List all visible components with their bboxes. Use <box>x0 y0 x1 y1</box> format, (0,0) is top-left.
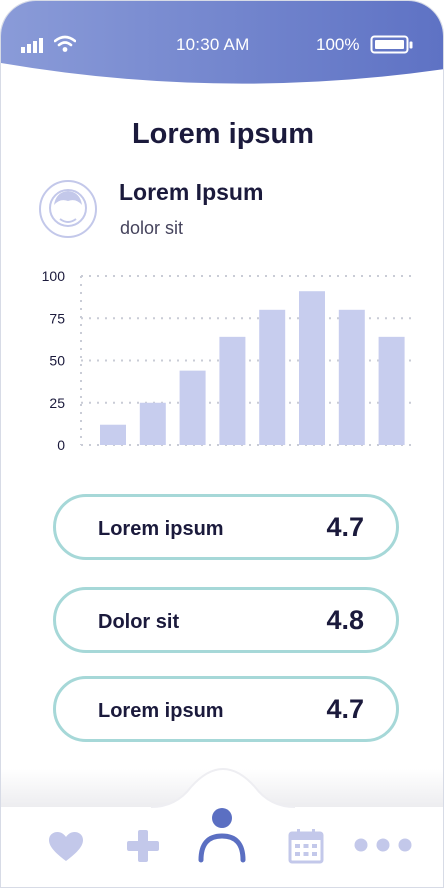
stat-card[interactable]: Lorem ipsum 4.7 <box>53 676 399 742</box>
status-bar: 10:30 AM 100% <box>1 1 443 91</box>
stat-label: Lorem ipsum <box>98 700 224 722</box>
y-tick-label: 25 <box>49 395 65 411</box>
stat-card[interactable]: Dolor sit 4.8 <box>53 587 399 653</box>
wifi-icon <box>54 35 76 52</box>
page-title: Lorem ipsum <box>131 118 315 150</box>
stat-card[interactable]: Lorem ipsum 4.7 <box>53 494 399 560</box>
plus-icon[interactable] <box>126 829 160 863</box>
calendar-icon[interactable] <box>288 828 324 864</box>
stat-label: Lorem ipsum <box>98 518 224 540</box>
bar-chart: 0 25 50 75 100 <box>42 268 411 453</box>
profile-name: Lorem Ipsum <box>119 179 264 205</box>
stat-value: 4.7 <box>326 694 364 724</box>
stat-value: 4.7 <box>326 512 364 542</box>
header-background <box>1 1 443 84</box>
heart-icon[interactable] <box>48 831 84 863</box>
chart-bar <box>100 424 126 445</box>
more-icon[interactable] <box>353 837 413 853</box>
stat-label: Dolor sit <box>98 611 180 633</box>
chart-bar <box>299 291 325 445</box>
y-tick-label: 100 <box>42 268 66 284</box>
signal-icon <box>21 38 43 53</box>
chart-bar <box>338 309 365 445</box>
stat-value: 4.8 <box>326 605 364 635</box>
avatar[interactable] <box>38 179 98 239</box>
profile-subtitle: dolor sit <box>120 218 184 238</box>
user-icon[interactable] <box>198 807 246 863</box>
y-tick-label: 0 <box>57 437 65 453</box>
chart-bar <box>259 309 286 445</box>
battery-percentage: 100% <box>316 35 360 54</box>
status-time: 10:30 AM <box>176 35 250 54</box>
chart-bar <box>139 402 166 445</box>
chart-bar <box>219 336 246 445</box>
y-tick-label: 75 <box>49 310 65 326</box>
chart-bar <box>179 370 206 445</box>
battery-icon <box>370 35 413 54</box>
chart-bar <box>378 336 405 445</box>
y-tick-label: 50 <box>49 353 65 369</box>
